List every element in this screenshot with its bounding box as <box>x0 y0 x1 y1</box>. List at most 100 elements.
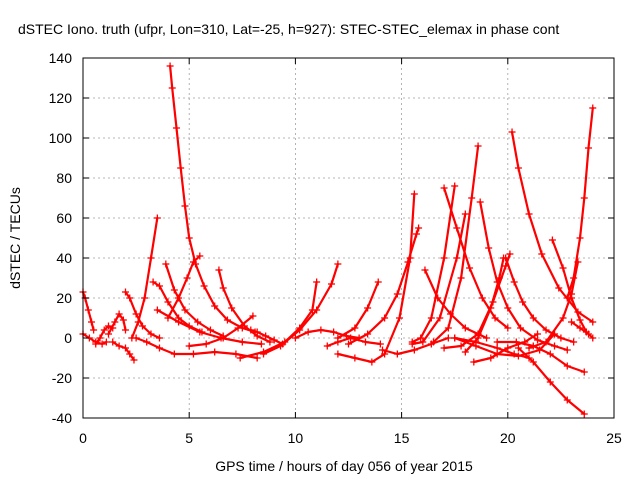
data-point <box>376 340 384 348</box>
data-point <box>472 338 480 346</box>
data-point <box>485 244 493 252</box>
series <box>121 288 163 342</box>
data-point <box>100 326 108 334</box>
series-line <box>479 200 569 352</box>
data-point <box>147 330 155 338</box>
series <box>323 334 384 350</box>
x-tick-label: 10 <box>288 430 304 446</box>
series <box>334 278 382 342</box>
data-point <box>183 274 191 282</box>
data-point <box>147 254 155 262</box>
data-point <box>126 294 134 302</box>
y-tick-label: 120 <box>49 90 73 106</box>
y-tick-label: 0 <box>64 330 72 346</box>
series-line <box>111 340 136 362</box>
data-point <box>121 326 129 334</box>
data-point <box>185 342 193 350</box>
data-point <box>408 340 416 348</box>
data-point <box>502 254 510 262</box>
data-point <box>361 338 369 346</box>
data-point <box>132 334 140 342</box>
data-point <box>517 324 525 332</box>
data-point <box>202 340 210 348</box>
series-line <box>517 346 586 416</box>
data-point <box>506 250 514 258</box>
data-point <box>270 336 278 344</box>
data-point <box>551 342 559 350</box>
series-line <box>570 320 594 340</box>
data-point <box>134 318 142 326</box>
data-point <box>444 324 452 332</box>
y-tick-label: -20 <box>52 370 72 386</box>
data-point <box>504 344 512 352</box>
data-point <box>172 124 180 132</box>
data-point <box>115 310 123 318</box>
data-point <box>351 354 359 362</box>
data-point <box>153 214 161 222</box>
x-tick-label: 25 <box>606 430 622 446</box>
data-point <box>115 342 123 350</box>
data-point <box>514 344 522 352</box>
series-line <box>130 216 159 340</box>
data-point <box>563 346 571 354</box>
data-point <box>313 306 321 314</box>
data-point <box>453 224 461 232</box>
data-point <box>104 330 112 338</box>
data-point <box>121 344 129 352</box>
data-point <box>166 62 174 70</box>
series-line <box>217 268 271 344</box>
data-point <box>211 302 219 310</box>
series <box>104 310 129 338</box>
data-point <box>234 324 242 332</box>
data-point <box>585 144 593 152</box>
data-point <box>495 274 503 282</box>
y-tick-label: 140 <box>49 50 73 66</box>
data-point <box>155 282 163 290</box>
axis-ticks <box>82 57 615 419</box>
data-point <box>92 340 100 348</box>
data-point <box>345 340 352 348</box>
chart-title: dSTEC Iono. truth (ufpr, Lon=310, Lat=-2… <box>18 21 559 37</box>
x-tick-label: 5 <box>185 430 193 446</box>
data-point <box>238 338 246 346</box>
data-point <box>249 312 257 320</box>
data-point <box>364 330 372 338</box>
data-point <box>194 318 202 326</box>
data-point <box>461 210 469 218</box>
series <box>514 344 588 418</box>
data-point <box>491 314 499 322</box>
data-point <box>444 334 452 342</box>
data-point <box>189 258 197 266</box>
data-point <box>542 338 550 346</box>
data-point <box>585 330 593 338</box>
data-point <box>440 344 448 352</box>
y-tick-label: -40 <box>52 410 72 426</box>
data-point <box>317 326 325 334</box>
data-point <box>576 324 584 332</box>
data-point <box>483 334 491 342</box>
data-series <box>79 62 597 418</box>
data-point <box>542 326 550 334</box>
data-point <box>175 318 183 326</box>
data-point <box>130 356 138 364</box>
data-point <box>519 298 527 306</box>
data-point <box>461 348 469 356</box>
series <box>493 338 588 376</box>
data-point <box>296 326 304 334</box>
data-point <box>453 254 461 262</box>
data-point <box>525 344 533 352</box>
data-point <box>334 260 342 268</box>
data-point <box>219 334 227 342</box>
series <box>508 128 597 326</box>
data-point <box>119 316 127 324</box>
data-point <box>468 194 476 202</box>
data-point <box>155 334 163 342</box>
series <box>79 330 110 348</box>
x-tick-label: 0 <box>79 430 87 446</box>
series <box>260 260 342 358</box>
series-line <box>347 226 420 346</box>
series <box>164 252 204 322</box>
data-point <box>328 280 336 288</box>
series <box>79 288 98 334</box>
data-point <box>368 358 376 366</box>
